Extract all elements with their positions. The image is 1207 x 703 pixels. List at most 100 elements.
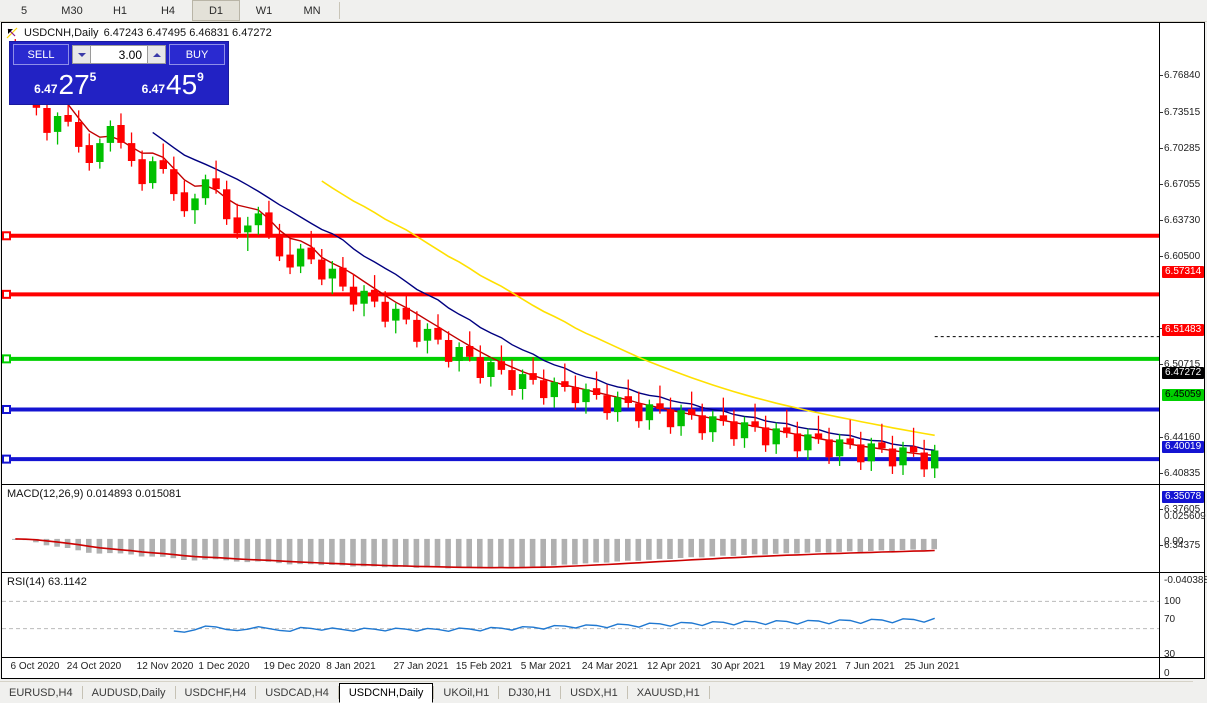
sell-price-main: 27 — [58, 69, 90, 100]
volume-increment-button[interactable] — [147, 45, 166, 64]
trade-panel-controls: SELL 3.00 BUY — [10, 42, 228, 65]
macd-axis-tick: -0.040388 — [1164, 575, 1207, 586]
time-axis-label: 5 Mar 2021 — [520, 661, 572, 672]
timeframe-button-h4[interactable]: H4 — [160, 4, 176, 17]
scale-pane-divider — [1160, 657, 1205, 658]
axis-tick-mark — [1160, 437, 1163, 438]
price-axis-tick: 6.60500 — [1164, 251, 1201, 262]
chart-tab-usdx[interactable]: USDX,H1 — [570, 686, 618, 699]
price-pane[interactable] — [2, 23, 1159, 483]
toolbar-divider — [339, 2, 340, 19]
time-axis-label: 19 May 2021 — [779, 661, 837, 672]
sell-button[interactable]: SELL — [13, 44, 69, 65]
time-axis-label: 15 Feb 2021 — [455, 661, 513, 672]
chart-tab-usdchf[interactable]: USDCHF,H4 — [184, 686, 247, 699]
tab-divider — [708, 686, 710, 699]
timeframe-button-5[interactable]: 5 — [20, 4, 28, 17]
buy-button[interactable]: BUY — [169, 44, 225, 65]
rsi-pane[interactable]: RSI(14) 63.1142 — [2, 572, 1159, 657]
sell-price-fraction: 5 — [89, 70, 97, 84]
chart-tab-audusd[interactable]: AUDUSD,Daily — [91, 686, 166, 699]
scale-pane-divider — [1160, 572, 1205, 573]
timeframe-button-m30[interactable]: M30 — [61, 4, 83, 17]
volume-decrement-button[interactable] — [72, 45, 91, 64]
timeframe-button-d1[interactable]: D1 — [192, 0, 240, 21]
axis-tick-mark — [1160, 364, 1163, 365]
time-axis-label: 19 Dec 2020 — [263, 661, 321, 672]
price-level-tag[interactable]: 6.57314 — [1162, 266, 1205, 278]
sell-price[interactable]: 6.47 27 5 — [13, 65, 118, 100]
time-axis: 6 Oct 2020 24 Oct 2020 12 Nov 2020 1 Dec 20… — [2, 657, 1159, 678]
macd-axis-tick: 0.00 — [1164, 536, 1184, 547]
timeframe-button-h1[interactable]: H1 — [112, 4, 128, 17]
one-click-trading-panel[interactable]: SELL 3.00 BUY 6.47 27 5 — [9, 41, 229, 105]
macd-label: MACD(12,26,9) 0.014893 0.015081 — [7, 488, 182, 500]
tab-divider — [337, 686, 339, 699]
chart-ohlc-values: 6.47243 6.47495 6.46831 6.47272 — [103, 27, 272, 39]
axis-tick-mark — [1160, 256, 1163, 257]
timeframe-button-w1[interactable]: W1 — [255, 4, 273, 17]
rsi-plot — [2, 600, 1159, 633]
chevron-down-icon — [77, 52, 86, 57]
buy-price-prefix: 6.47 — [141, 82, 165, 96]
price-axis-tick: 6.70285 — [1164, 143, 1201, 154]
crosshair-cursor-icon — [6, 27, 19, 40]
chart-tab-usdcnh[interactable]: USDCNH,Daily — [338, 682, 434, 703]
candlestick-plot — [2, 39, 1159, 478]
price-axis-tick: 6.76840 — [1164, 70, 1201, 81]
chart-tab-usdcad[interactable]: USDCAD,H4 — [265, 686, 329, 699]
time-axis-label: 30 Apr 2021 — [711, 661, 765, 672]
axis-tick-mark — [1160, 75, 1163, 76]
price-level-tag[interactable]: 6.47272 — [1162, 367, 1205, 379]
tabbar-scroll-right[interactable] — [1193, 681, 1207, 702]
time-axis-label: 24 Oct 2020 — [66, 661, 122, 672]
time-axis-label: 6 Oct 2020 — [10, 661, 60, 672]
tab-divider — [626, 686, 628, 699]
buy-price-fraction: 9 — [197, 70, 204, 84]
timeframe-toolbar: 5 M30 H1 H4 D1 W1 MN — [0, 0, 1207, 22]
price-axis-tick: 6.63730 — [1164, 215, 1201, 226]
price-axis[interactable]: 6.76840 6.73515 6.70285 6.67055 6.63730 6.605… — [1159, 23, 1207, 679]
time-axis-label: 8 Jan 2021 — [326, 661, 376, 672]
volume-input[interactable]: 3.00 — [91, 45, 147, 64]
axis-tick-mark — [1160, 545, 1163, 546]
chart-symbol-period: USDCNH,Daily — [24, 27, 99, 39]
rsi-label: RSI(14) 63.1142 — [7, 576, 87, 588]
axis-tick-mark — [1160, 473, 1163, 474]
tab-divider — [433, 686, 435, 699]
volume-stepper[interactable]: 3.00 — [72, 45, 166, 64]
rsi-axis-tick: 30 — [1164, 649, 1176, 660]
price-level-tag[interactable]: 6.51483 — [1162, 324, 1205, 336]
chart-frame: USDCNH,Daily 6.47243 6.47495 6.46831 6.4… — [1, 22, 1207, 679]
chart-tab-ukoil[interactable]: UKOil,H1 — [443, 686, 490, 699]
tab-divider — [255, 686, 257, 699]
macd-pane[interactable]: MACD(12,26,9) 0.014893 0.015081 — [2, 484, 1159, 572]
chart-tab-xauusd[interactable]: XAUUSD,H1 — [636, 686, 700, 699]
scale-pane-divider — [1160, 484, 1205, 485]
tab-divider — [174, 686, 176, 699]
price-level-tag[interactable]: 6.35078 — [1162, 491, 1205, 503]
price-axis-tick: 6.50715 — [1164, 359, 1201, 370]
axis-tick-mark — [1160, 328, 1163, 329]
chart-tab-bar: EURUSD,H4 AUDUSD,Daily USDCHF,H4 USDCAD,H4 U… — [0, 681, 1207, 703]
timeframe-button-mn[interactable]: MN — [303, 4, 321, 17]
price-axis-tick: 6.40835 — [1164, 468, 1201, 479]
rsi-axis-tick: 100 — [1164, 596, 1181, 607]
axis-tick-mark — [1160, 509, 1163, 510]
price-level-tag[interactable]: 6.40019 — [1162, 441, 1205, 453]
trade-panel-quotes: 6.47 27 5 6.47 45 9 — [10, 65, 228, 102]
chart-tab-eurusd[interactable]: EURUSD,H4 — [9, 686, 73, 699]
time-axis-label: 12 Nov 2020 — [136, 661, 194, 672]
chart-tab-dj30[interactable]: DJ30,H1 — [508, 686, 552, 699]
axis-tick-mark — [1160, 148, 1163, 149]
price-level-tag[interactable]: 6.45059 — [1162, 389, 1205, 401]
axis-tick-mark — [1160, 112, 1163, 113]
rsi-axis-tick: 70 — [1164, 614, 1176, 625]
time-axis-label: 25 Jun 2021 — [904, 661, 960, 672]
chart-title: USDCNH,Daily 6.47243 6.47495 6.46831 6.4… — [6, 26, 272, 40]
tab-divider — [560, 686, 562, 699]
buy-price[interactable]: 6.47 45 9 — [120, 65, 225, 100]
axis-tick-mark — [1160, 184, 1163, 185]
rsi-axis-tick: 0 — [1164, 668, 1170, 679]
